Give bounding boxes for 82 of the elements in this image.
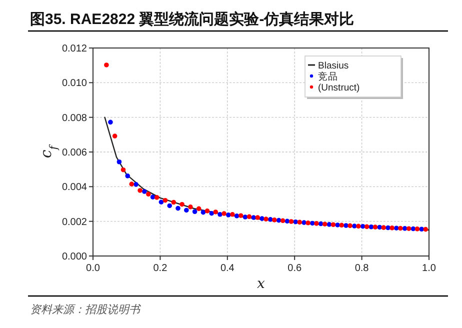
y-tick-label: 0.004 [62,182,88,194]
line-series [104,116,430,231]
point [134,182,138,187]
legend-label: 竞品 [318,70,338,82]
y-tick-label: 0.012 [62,44,88,54]
point [192,209,198,214]
point [158,200,164,204]
point [280,218,286,224]
point [288,219,294,224]
chart-title: 图35. RAE2822 翼型绕流问题实验-仿真结果对比 [30,10,354,28]
point [176,206,180,211]
legend-label: Blasius [318,60,349,72]
y-tick-label: 0.000 [62,252,88,262]
point [120,167,126,172]
y-tick-label: 0.008 [62,112,88,124]
y-tick-label: 0.006 [62,148,88,158]
x-tick-label: 0.2 [153,263,168,274]
point [414,226,420,232]
point [251,215,256,220]
legend-label: (Unstruct) [318,82,360,94]
point [297,220,302,225]
point [204,208,210,214]
point [108,120,113,125]
point [406,226,412,232]
point [125,174,130,178]
point [104,62,109,68]
point [398,226,403,231]
point [246,214,252,220]
point [209,210,214,216]
point [423,226,428,232]
point [167,203,172,208]
point [335,222,340,228]
point [146,192,151,197]
text: 资料来源：招股说明书 [30,303,142,316]
point [372,224,378,230]
point [222,211,226,216]
point [390,226,394,230]
point [368,224,374,230]
point [348,223,352,228]
x-tick-label: 0.4 [220,263,235,274]
point [116,159,122,164]
point [242,214,248,220]
point [260,216,264,221]
point [322,222,328,227]
point [306,220,310,226]
point [129,182,134,186]
point [162,198,168,203]
point [171,200,176,205]
point [234,214,240,218]
x-axis-title: x [257,276,266,292]
point [196,206,202,212]
point [326,222,332,227]
point [230,212,235,217]
point [226,212,231,218]
point [339,222,344,228]
point [381,225,386,230]
y-tick-label: 0.010 [62,78,88,90]
x-tick-label: 0.8 [354,263,370,274]
y-tick-label: 0.002 [62,216,88,228]
point [330,222,336,228]
point [364,224,370,230]
point [184,208,189,213]
point [138,188,142,193]
point [255,215,260,220]
point [200,210,206,215]
point [238,213,244,218]
point [188,204,193,210]
point [264,216,268,222]
x-tick-label: 1.0 [422,263,436,274]
point [150,194,156,200]
point [112,134,118,138]
point [154,195,160,200]
point [218,212,222,217]
point [356,224,361,229]
x-tick-label: 0.0 [86,263,100,274]
point [213,210,218,214]
point [314,221,319,226]
point [142,189,147,194]
point [180,202,184,207]
point [402,226,408,231]
x-tick-label: 0.6 [288,263,302,274]
point [272,218,277,222]
